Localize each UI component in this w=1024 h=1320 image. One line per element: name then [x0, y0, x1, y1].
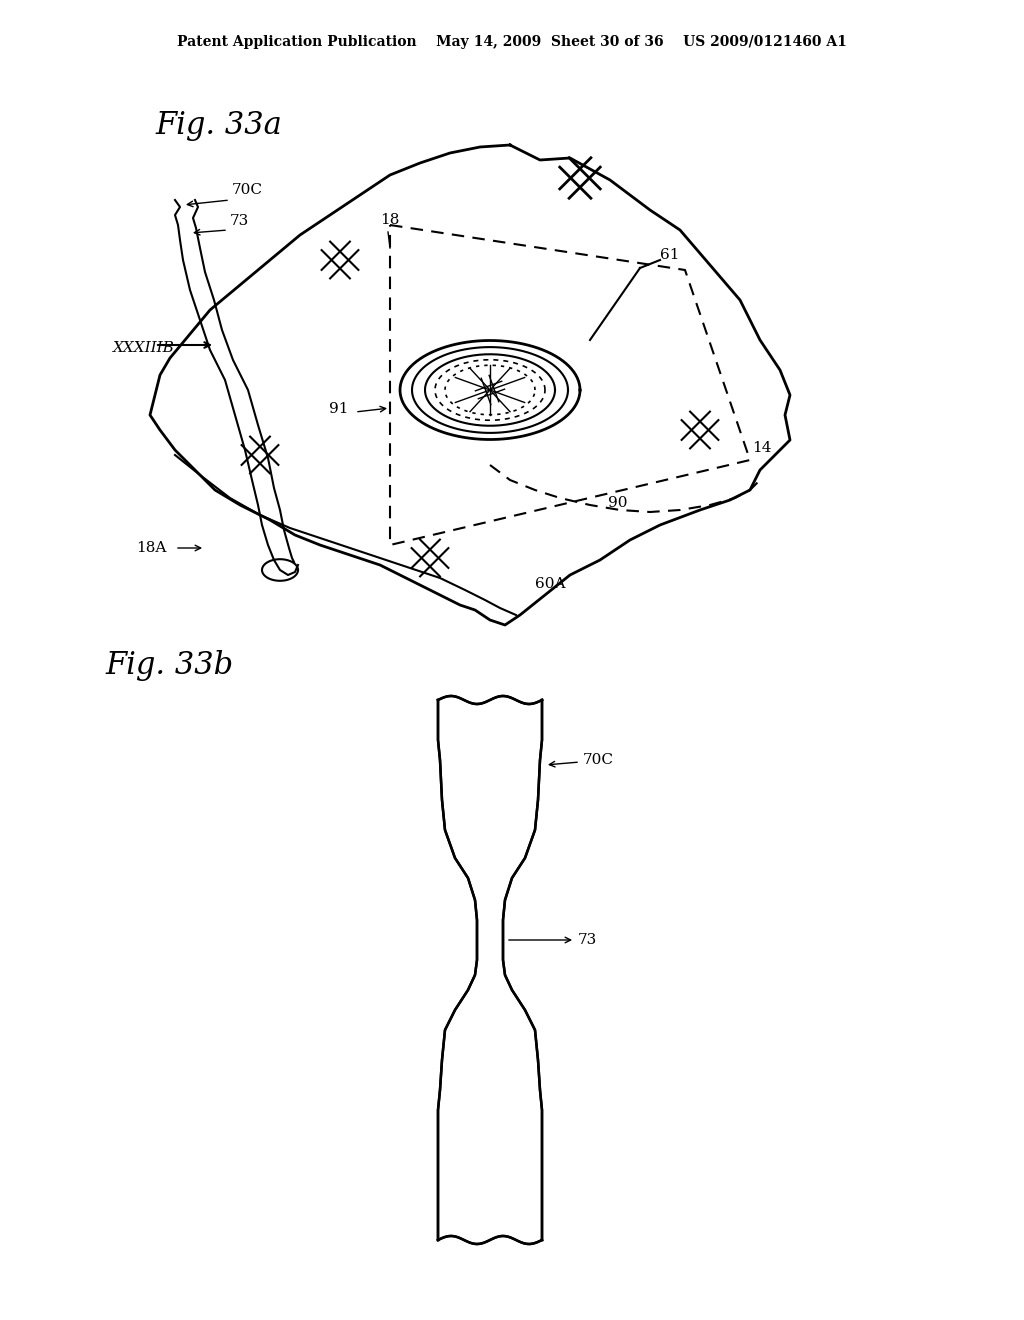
- Text: 70C: 70C: [232, 183, 263, 197]
- Text: Fig. 33b: Fig. 33b: [105, 649, 233, 681]
- Text: 14: 14: [752, 441, 771, 455]
- Text: 91: 91: [329, 403, 348, 416]
- Text: 61: 61: [660, 248, 680, 261]
- Text: 18: 18: [380, 213, 399, 227]
- Polygon shape: [150, 145, 790, 624]
- Text: 60A: 60A: [535, 577, 565, 591]
- Text: 73: 73: [578, 933, 597, 946]
- Text: 70C: 70C: [583, 752, 614, 767]
- Text: 18A: 18A: [136, 541, 167, 554]
- Text: 90: 90: [608, 496, 628, 510]
- Text: XXXIIIB: XXXIIIB: [113, 341, 175, 355]
- Text: Patent Application Publication    May 14, 2009  Sheet 30 of 36    US 2009/012146: Patent Application Publication May 14, 2…: [177, 36, 847, 49]
- Text: 73: 73: [230, 214, 249, 228]
- Text: Fig. 33a: Fig. 33a: [155, 110, 282, 141]
- Polygon shape: [438, 700, 542, 1239]
